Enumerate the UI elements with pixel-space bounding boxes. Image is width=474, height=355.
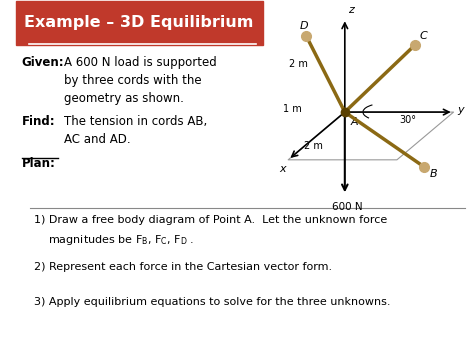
Text: geometry as shown.: geometry as shown. — [64, 92, 183, 105]
Text: z: z — [348, 5, 355, 15]
Text: AC and AD.: AC and AD. — [64, 133, 130, 146]
Text: B: B — [429, 169, 437, 179]
Text: 2 m: 2 m — [289, 59, 308, 69]
Text: by three cords with the: by three cords with the — [64, 74, 201, 87]
Text: y: y — [457, 105, 464, 115]
Text: Find:: Find: — [22, 115, 55, 128]
Text: The tension in cords AB,: The tension in cords AB, — [64, 115, 207, 128]
Text: 600 N: 600 N — [332, 202, 363, 212]
Text: Plan:: Plan: — [22, 157, 55, 170]
Text: A 600 N load is supported: A 600 N load is supported — [64, 55, 217, 69]
Text: Example – 3D Equilibrium: Example – 3D Equilibrium — [24, 16, 253, 31]
Text: Given:: Given: — [22, 55, 64, 69]
Text: 1) Draw a free body diagram of Point A.  Let the unknown force: 1) Draw a free body diagram of Point A. … — [34, 215, 388, 225]
Text: 1 m: 1 m — [283, 104, 302, 114]
Text: 3) Apply equilibrium equations to solve for the three unknowns.: 3) Apply equilibrium equations to solve … — [34, 297, 391, 307]
Text: D: D — [300, 21, 308, 31]
FancyBboxPatch shape — [16, 1, 263, 45]
Text: x: x — [279, 164, 285, 174]
Text: 2 m: 2 m — [304, 141, 322, 151]
Text: magnitudes be F$_\mathrm{B}$, F$_\mathrm{C}$, F$_\mathrm{D}$ .: magnitudes be F$_\mathrm{B}$, F$_\mathrm… — [34, 233, 195, 247]
Text: 2) Represent each force in the Cartesian vector form.: 2) Represent each force in the Cartesian… — [34, 262, 332, 272]
Text: 30°: 30° — [399, 115, 416, 125]
Text: C: C — [419, 31, 428, 42]
Text: A: A — [350, 118, 358, 127]
